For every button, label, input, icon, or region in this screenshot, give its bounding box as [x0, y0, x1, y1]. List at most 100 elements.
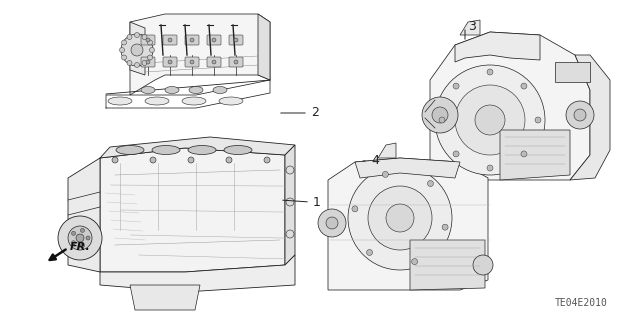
Circle shape [566, 101, 594, 129]
Text: 2: 2 [311, 107, 319, 120]
FancyBboxPatch shape [207, 57, 221, 67]
Polygon shape [410, 240, 485, 290]
Polygon shape [100, 255, 295, 292]
Polygon shape [555, 62, 590, 82]
Circle shape [435, 65, 545, 175]
Polygon shape [130, 22, 145, 75]
Ellipse shape [213, 86, 227, 93]
Circle shape [318, 209, 346, 237]
Polygon shape [100, 137, 295, 158]
Circle shape [142, 34, 147, 40]
Circle shape [487, 69, 493, 75]
Polygon shape [285, 145, 295, 265]
Circle shape [190, 38, 194, 42]
Circle shape [386, 204, 414, 232]
Circle shape [428, 181, 433, 187]
Circle shape [120, 48, 125, 53]
Circle shape [264, 157, 270, 163]
Circle shape [150, 157, 156, 163]
Circle shape [574, 109, 586, 121]
Polygon shape [570, 55, 610, 180]
Circle shape [81, 244, 84, 248]
Circle shape [212, 38, 216, 42]
Circle shape [127, 61, 132, 65]
Circle shape [352, 206, 358, 212]
Circle shape [72, 231, 76, 235]
FancyBboxPatch shape [185, 57, 199, 67]
Circle shape [188, 157, 194, 163]
Ellipse shape [224, 145, 252, 154]
Circle shape [286, 166, 294, 174]
Circle shape [455, 85, 525, 155]
Ellipse shape [116, 145, 144, 154]
Circle shape [86, 236, 90, 240]
Polygon shape [130, 14, 270, 95]
Circle shape [487, 165, 493, 171]
Circle shape [58, 216, 102, 260]
Circle shape [422, 97, 458, 133]
Polygon shape [100, 148, 285, 272]
Circle shape [76, 234, 84, 242]
Circle shape [147, 40, 152, 45]
Text: TE04E2010: TE04E2010 [555, 298, 608, 308]
Circle shape [326, 217, 338, 229]
Polygon shape [378, 143, 396, 158]
Circle shape [286, 198, 294, 206]
Circle shape [122, 40, 127, 45]
Circle shape [147, 55, 152, 60]
Circle shape [146, 60, 150, 64]
Polygon shape [68, 158, 100, 272]
Text: FR.: FR. [70, 242, 91, 252]
Circle shape [121, 34, 153, 66]
Ellipse shape [108, 97, 132, 105]
Ellipse shape [152, 145, 180, 154]
FancyBboxPatch shape [207, 35, 221, 45]
FancyBboxPatch shape [141, 57, 155, 67]
Circle shape [439, 117, 445, 123]
Circle shape [521, 83, 527, 89]
Polygon shape [460, 20, 480, 35]
Circle shape [112, 157, 118, 163]
Circle shape [146, 38, 150, 42]
Circle shape [521, 151, 527, 157]
Polygon shape [328, 158, 488, 290]
FancyBboxPatch shape [141, 35, 155, 45]
Circle shape [442, 224, 448, 230]
Circle shape [131, 44, 143, 56]
Circle shape [473, 255, 493, 275]
Circle shape [234, 38, 238, 42]
Circle shape [453, 151, 459, 157]
FancyBboxPatch shape [229, 57, 243, 67]
Polygon shape [258, 14, 270, 80]
Circle shape [168, 60, 172, 64]
Circle shape [72, 241, 76, 245]
Polygon shape [500, 130, 570, 180]
Circle shape [68, 226, 92, 250]
Circle shape [150, 48, 154, 53]
Text: 4: 4 [371, 154, 379, 167]
Circle shape [453, 83, 459, 89]
Ellipse shape [141, 86, 155, 93]
Circle shape [81, 228, 84, 233]
Circle shape [535, 117, 541, 123]
Polygon shape [430, 32, 590, 180]
Ellipse shape [145, 97, 169, 105]
Text: 1: 1 [313, 196, 321, 209]
Polygon shape [130, 285, 200, 310]
Circle shape [212, 60, 216, 64]
Circle shape [134, 63, 140, 68]
Circle shape [122, 55, 127, 60]
Circle shape [226, 157, 232, 163]
Circle shape [432, 107, 448, 123]
Circle shape [168, 38, 172, 42]
Circle shape [127, 34, 132, 40]
Circle shape [412, 259, 418, 265]
Ellipse shape [219, 97, 243, 105]
Circle shape [475, 105, 505, 135]
FancyBboxPatch shape [185, 35, 199, 45]
Polygon shape [455, 32, 540, 62]
Circle shape [368, 186, 432, 250]
Circle shape [348, 166, 452, 270]
Circle shape [367, 249, 372, 256]
Ellipse shape [165, 86, 179, 93]
